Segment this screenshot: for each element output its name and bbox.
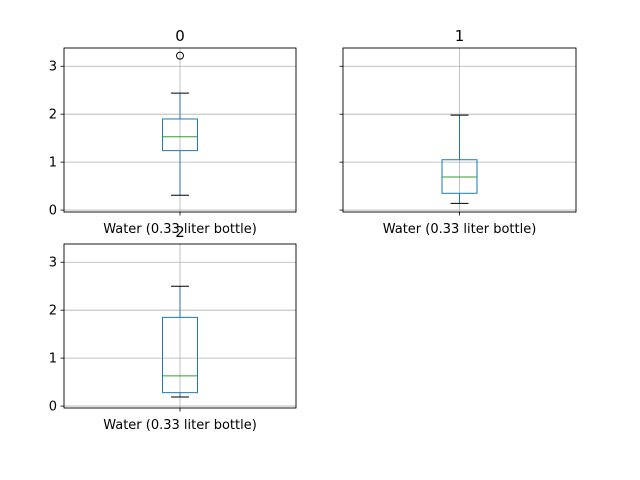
y-tick-label: 1 — [49, 352, 57, 367]
subplot-title: 0 — [175, 27, 185, 45]
subplot-title: 1 — [455, 27, 465, 45]
box — [162, 118, 198, 152]
box — [162, 316, 198, 394]
subplot-0: 0 1 2 3 Water (0.33 liter bottle) 0 — [49, 27, 297, 237]
y-tick-label: 0 — [49, 400, 57, 415]
y-tick-label: 0 — [49, 204, 57, 219]
flier-point — [176, 51, 184, 60]
axes-frame — [63, 243, 297, 409]
y-tick-label: 2 — [49, 304, 57, 319]
y-tick-label: 1 — [49, 156, 57, 171]
subplot-1: Water (0.33 liter bottle) 1 — [339, 27, 577, 237]
y-tick-label: 3 — [49, 60, 57, 75]
axes-frame — [63, 47, 297, 213]
x-category-label: Water (0.33 liter bottle) — [383, 222, 537, 237]
x-category-label: Water (0.33 liter bottle) — [103, 418, 257, 433]
y-tick-label: 3 — [49, 256, 57, 271]
y-tick-label: 2 — [49, 108, 57, 123]
axes-frame — [342, 47, 577, 213]
x-category-label: Water (0.33 liter bottle) — [103, 222, 257, 237]
subplot-title: 2 — [175, 223, 185, 241]
